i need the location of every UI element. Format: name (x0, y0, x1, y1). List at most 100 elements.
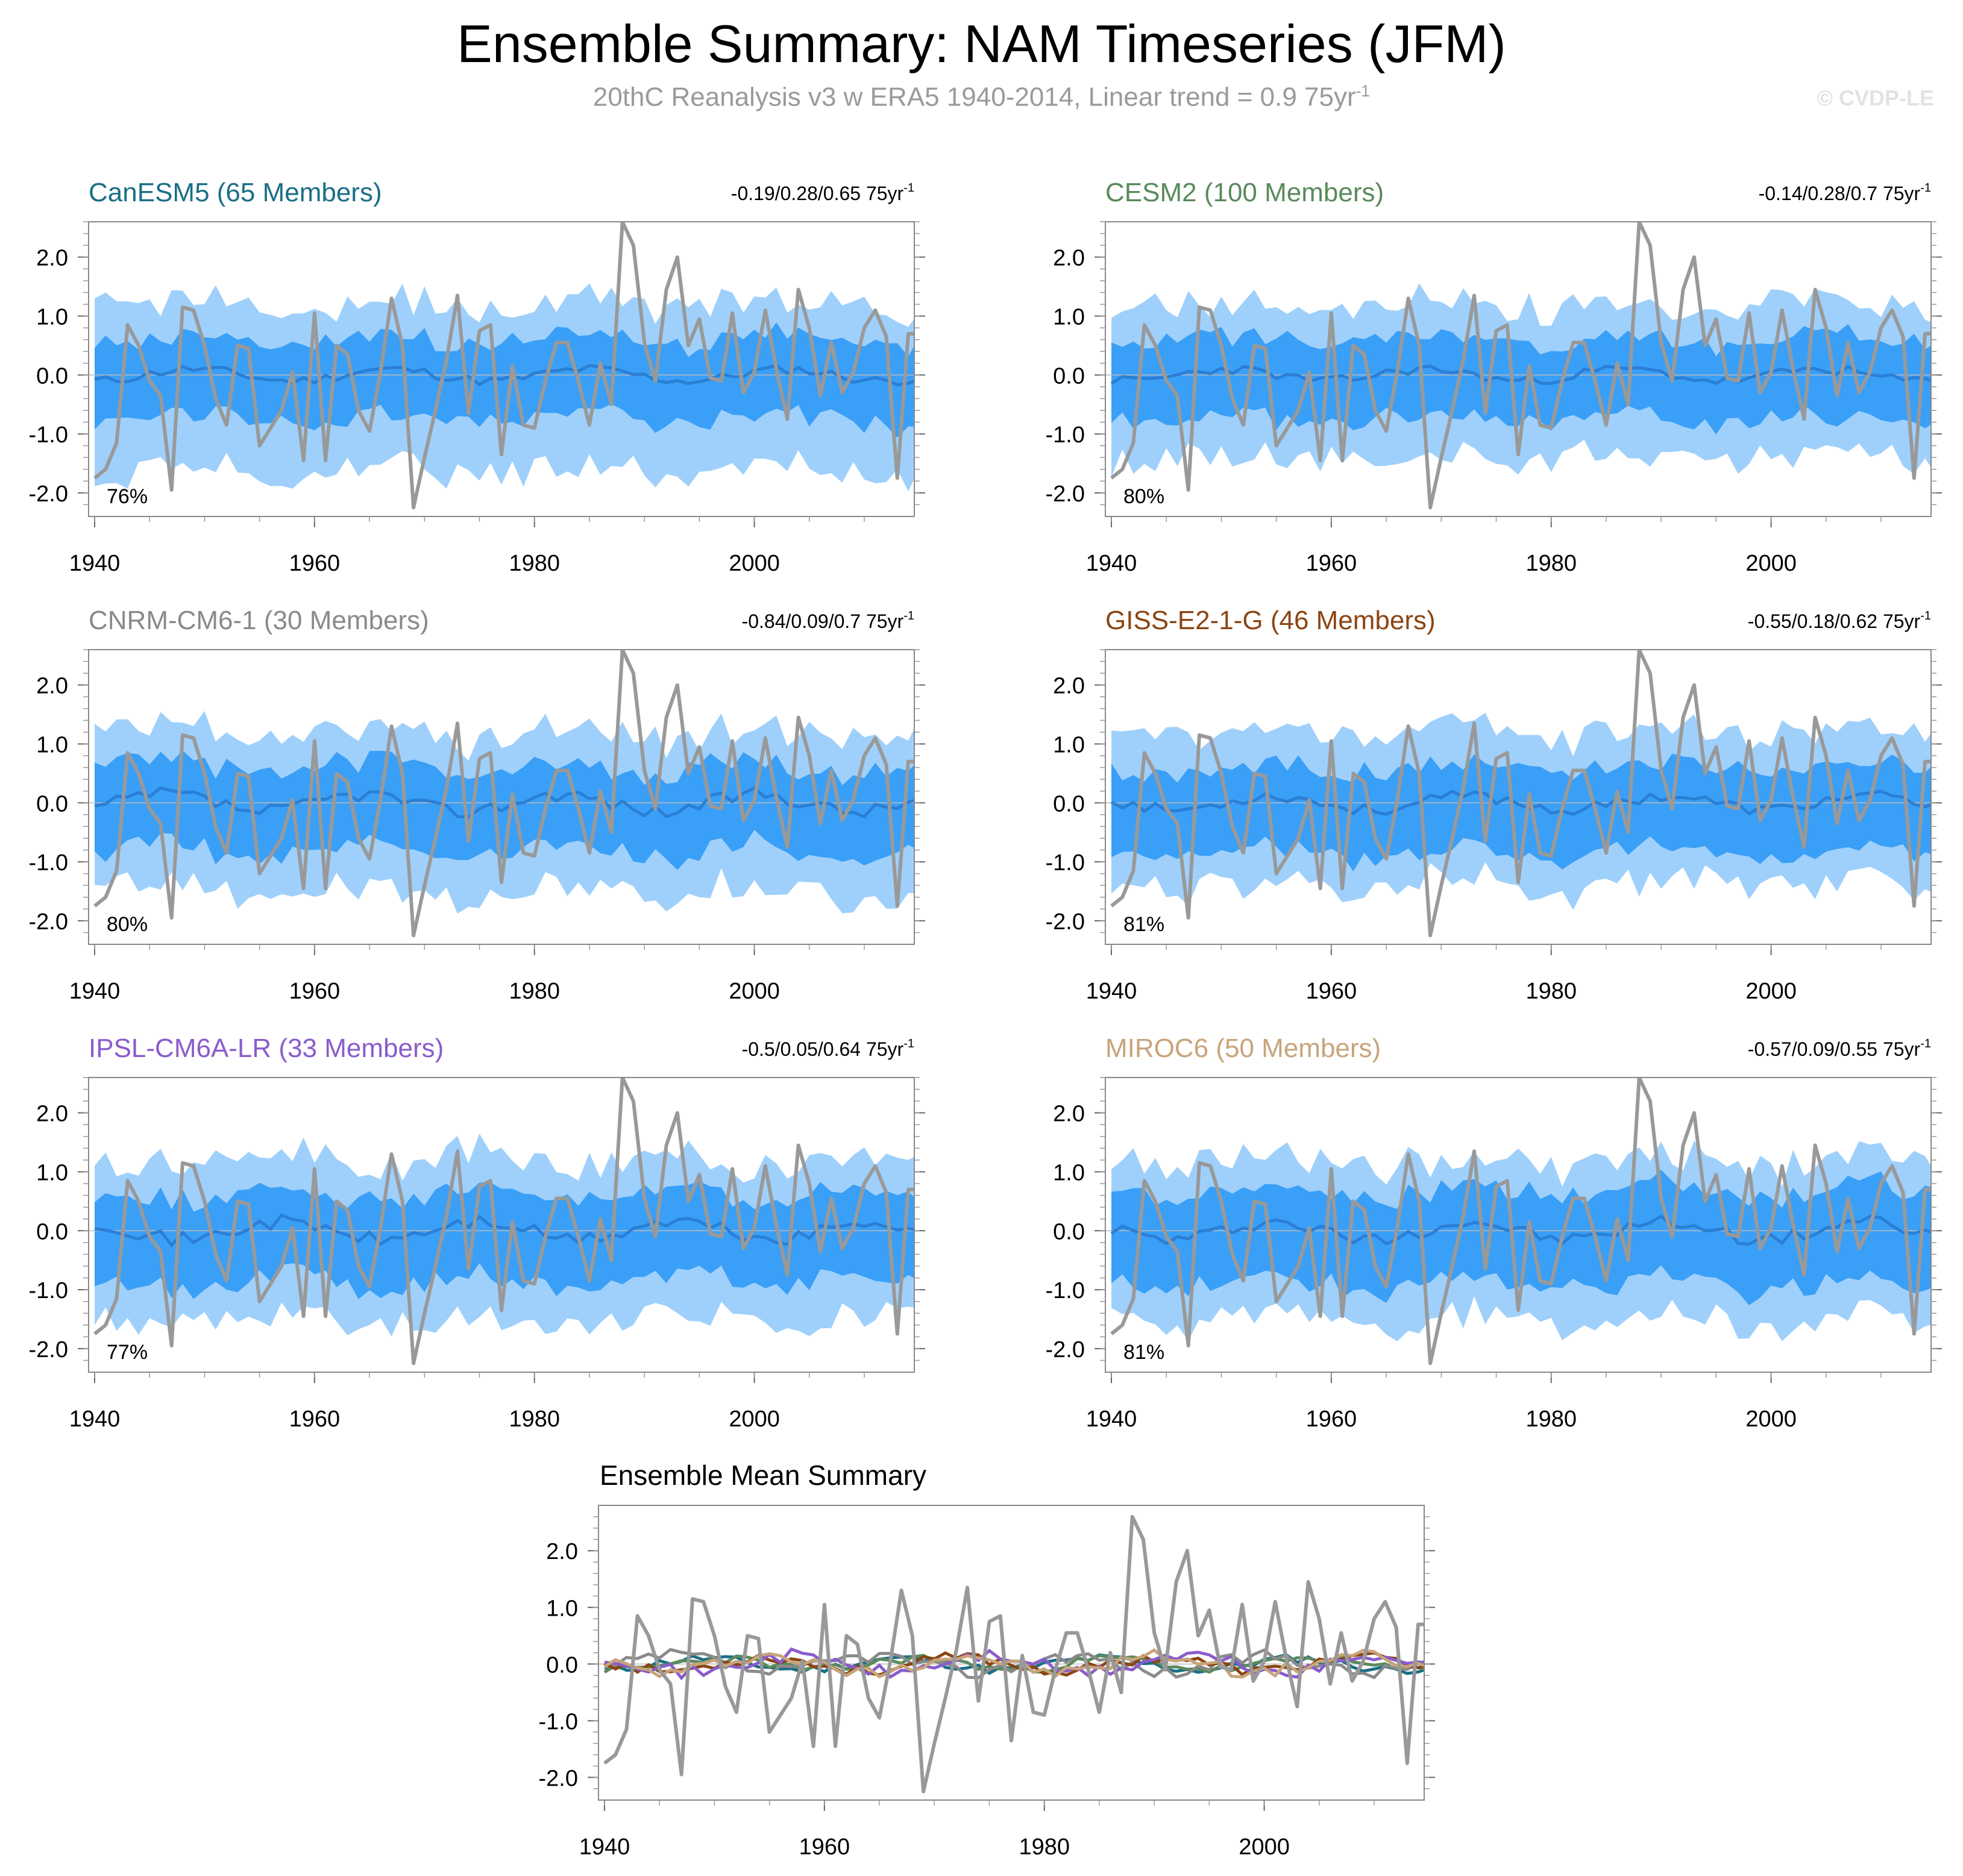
panel-title: IPSL-CM6A-LR (33 Members) (89, 1034, 444, 1063)
x-tick-label: 1940 (69, 551, 121, 576)
trend-value: -0.84/0.09/0.7 75yr (742, 610, 904, 632)
trend-unit-sup: -1 (903, 609, 914, 623)
percent-label: 80% (1123, 485, 1164, 508)
trend-value: -0.14/0.28/0.7 75yr (1759, 183, 1921, 204)
y-tick-label: 0.0 (1053, 791, 1085, 817)
plot-area (1105, 222, 1931, 510)
y-tick-label: 0.0 (36, 1219, 68, 1244)
figure-title: Ensemble Summary: NAM Timeseries (JFM) (457, 14, 1506, 74)
x-tick-label: 1960 (1306, 979, 1357, 1004)
panel-3: CNRM-CM6-1 (30 Members) -0.84/0.09/0.7 75… (29, 606, 925, 1004)
trend-value: -0.57/0.09/0.55 75yr (1748, 1038, 1921, 1060)
plot-area (89, 650, 914, 938)
ensemble-mean-line (94, 1213, 914, 1248)
trend-label: -0.5/0.05/0.64 75yr-1 (742, 1037, 914, 1060)
plot-frame (1105, 221, 1932, 517)
y-tick-label: 2.0 (1053, 674, 1085, 699)
x-tick-label: 1980 (1525, 551, 1577, 576)
y-tick-label: 2.0 (36, 674, 68, 699)
ensemble-mean-line (1110, 789, 1931, 816)
x-tick-label: 2000 (729, 551, 780, 576)
ensemble-mean-line (94, 363, 914, 387)
observed-line (93, 1078, 914, 1366)
y-tick-label: 1.0 (546, 1596, 578, 1621)
panel-title: GISS-E2-1-G (46 Members) (1105, 606, 1436, 635)
watermark-logo: © CVDP-LE (1817, 86, 1934, 110)
x-tick-label: 1940 (579, 1834, 630, 1860)
y-tick-label: -2.0 (539, 1766, 578, 1791)
y-tick-label: -1.0 (29, 850, 68, 876)
ensemble-mean-line (94, 786, 914, 819)
y-tick-label: -1.0 (29, 1278, 68, 1303)
observed-line (603, 1514, 1424, 1793)
x-tick-label: 1980 (509, 551, 560, 576)
y-tick-label: -2.0 (1046, 1337, 1085, 1363)
x-tick-label: 2000 (1239, 1834, 1290, 1860)
y-tick-label: -1.0 (29, 422, 68, 448)
model-mean-line-6 (603, 1648, 1424, 1679)
y-tick-label: 2.0 (36, 246, 68, 271)
x-tick-label: 1960 (289, 979, 341, 1004)
y-tick-label: 0.0 (36, 363, 68, 389)
inner-spread-band (95, 1181, 914, 1299)
percent-label: 80% (107, 913, 148, 936)
panel-title: CESM2 (100 Members) (1105, 178, 1384, 207)
percent-label: 77% (107, 1341, 148, 1364)
plot-area (89, 1078, 914, 1366)
plot-area (598, 1514, 1424, 1793)
trend-label: -0.57/0.09/0.55 75yr-1 (1748, 1037, 1931, 1060)
trend-label: -0.84/0.09/0.7 75yr-1 (742, 609, 914, 632)
trend-label: -0.19/0.28/0.65 75yr-1 (731, 181, 914, 204)
panel-6: MIROC6 (50 Members) -0.57/0.09/0.55 75yr-… (1046, 1034, 1942, 1432)
trend-unit-sup: -1 (1920, 181, 1931, 195)
x-tick-label: 1960 (799, 1834, 850, 1860)
panel-1: CanESM5 (65 Members) -0.19/0.28/0.65 75yr… (29, 178, 925, 576)
y-tick-label: -2.0 (29, 909, 68, 935)
inner-spread-band (95, 322, 914, 438)
percent-label: 81% (1123, 913, 1164, 936)
plot-area (1105, 1078, 1931, 1366)
y-tick-label: -1.0 (1046, 850, 1085, 876)
y-tick-label: 2.0 (36, 1102, 68, 1127)
x-tick-label: 1940 (1086, 1407, 1137, 1432)
x-tick-label: 1980 (509, 979, 560, 1004)
x-tick-label: 2000 (729, 979, 780, 1004)
plot-frame (88, 1077, 915, 1373)
panel-title: MIROC6 (50 Members) (1105, 1034, 1381, 1063)
y-tick-label: -1.0 (1046, 1278, 1085, 1303)
panel-5: IPSL-CM6A-LR (33 Members) -0.5/0.05/0.64 … (29, 1034, 925, 1432)
plot-area (1105, 650, 1931, 938)
y-tick-label: 1.0 (36, 1160, 68, 1185)
x-tick-label: 2000 (729, 1407, 780, 1432)
x-tick-label: 2000 (1745, 551, 1797, 576)
y-tick-label: 1.0 (1053, 304, 1085, 330)
x-tick-label: 1940 (1086, 979, 1137, 1004)
trend-unit-sup: -1 (903, 181, 914, 195)
x-tick-label: 1940 (1086, 551, 1137, 576)
y-tick-label: 1.0 (36, 304, 68, 330)
observed-line (1110, 1078, 1931, 1366)
trend-label: -0.55/0.18/0.62 75yr-1 (1748, 609, 1931, 632)
y-tick-label: 1.0 (1053, 732, 1085, 758)
x-tick-label: 1960 (289, 551, 341, 576)
panel-title: Ensemble Mean Summary (600, 1460, 926, 1491)
percent-label: 76% (107, 485, 148, 508)
y-tick-label: 1.0 (1053, 1160, 1085, 1185)
plot-frame (88, 649, 915, 945)
observed-line (1110, 650, 1931, 938)
observed-line (1110, 222, 1931, 510)
y-tick-label: -2.0 (29, 1337, 68, 1363)
x-tick-label: 1980 (1525, 979, 1577, 1004)
plot-frame (1105, 1077, 1932, 1373)
x-tick-label: 1980 (1019, 1834, 1070, 1860)
trend-unit-sup: -1 (1920, 609, 1931, 623)
trend-value: -0.55/0.18/0.62 75yr (1748, 610, 1921, 632)
x-tick-label: 2000 (1745, 1407, 1797, 1432)
y-tick-label: 0.0 (1053, 363, 1085, 389)
x-tick-label: 1940 (69, 1407, 121, 1432)
y-tick-label: -1.0 (539, 1709, 578, 1734)
observed-line (93, 650, 914, 938)
x-tick-label: 1960 (1306, 1407, 1357, 1432)
plot-area (89, 222, 914, 510)
